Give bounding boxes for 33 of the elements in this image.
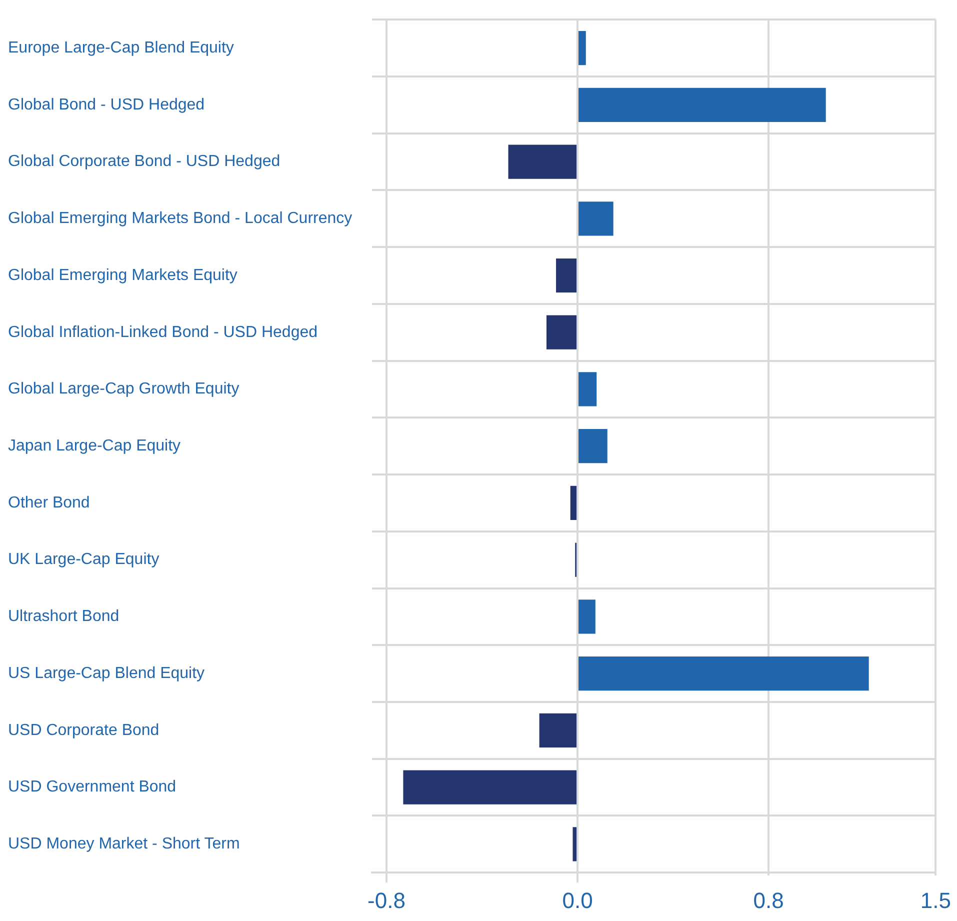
y-tick-label: Other Bond <box>8 494 90 512</box>
bar <box>403 770 577 804</box>
y-tick-label: USD Government Bond <box>8 778 176 796</box>
x-tick-label: 0.8 <box>753 888 784 913</box>
x-tick-label: -0.8 <box>368 888 406 913</box>
y-tick-label: USD Money Market - Short Term <box>8 836 240 853</box>
bar <box>556 258 577 293</box>
bar <box>578 30 586 66</box>
bar <box>570 486 577 520</box>
bar <box>578 372 597 406</box>
y-tick-label: USD Corporate Bond <box>8 722 160 739</box>
bar <box>578 600 596 634</box>
x-tick-label: 1.5 <box>920 888 952 913</box>
bar <box>578 88 826 122</box>
bar <box>578 429 608 464</box>
x-tick-label: 0.0 <box>562 888 593 913</box>
y-tick-label: Global Emerging Markets Equity <box>8 266 238 284</box>
bar <box>546 315 577 350</box>
y-tick-label: UK Large-Cap Equity <box>8 551 160 568</box>
y-tick-label: US Large-Cap Blend Equity <box>8 664 205 682</box>
y-tick-label: Global Bond - USD Hedged <box>8 96 205 114</box>
bar <box>539 713 577 748</box>
y-tick-label: Ultrashort Bond <box>8 608 120 626</box>
y-tick-label: Japan Large-Cap Equity <box>8 438 181 455</box>
bar <box>578 202 614 236</box>
y-tick-label: Global Emerging Markets Bond - Local Currency <box>8 210 352 228</box>
bar <box>508 144 577 179</box>
y-tick-label: Global Large-Cap Growth Equity <box>8 380 240 398</box>
y-tick-label: Global Inflation-Linked Bond - USD Hedged <box>8 324 318 341</box>
y-tick-label: Europe Large-Cap Blend Equity <box>8 39 234 56</box>
bar <box>572 827 577 862</box>
y-tick-label: Global Corporate Bond - USD Hedged <box>8 153 280 170</box>
bar <box>578 656 869 691</box>
